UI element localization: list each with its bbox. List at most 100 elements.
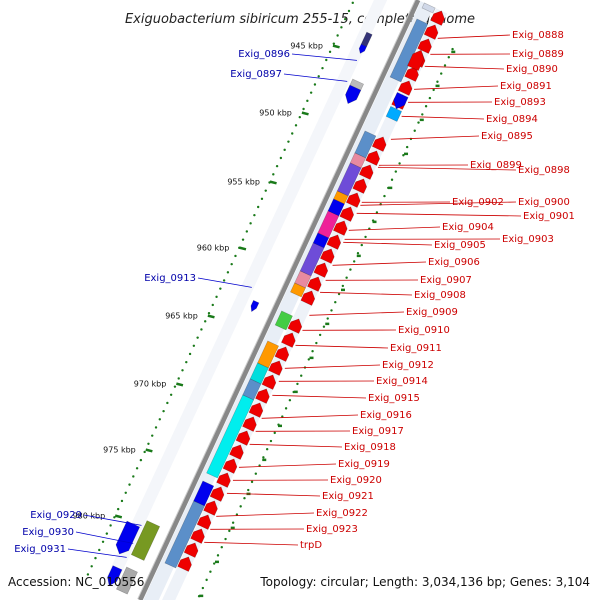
- reverse-gene-arrow: [115, 520, 141, 555]
- forward-gene-arrow: [261, 374, 277, 390]
- tick-dot: [219, 287, 222, 290]
- reverse-gene: [107, 565, 123, 587]
- outer-gene-body: [274, 310, 293, 331]
- tick-dot: [116, 507, 120, 511]
- accession-text: Accession: NC_010556: [8, 575, 144, 589]
- gene-lane: [103, 0, 388, 589]
- tick-dot: [211, 303, 214, 307]
- tick-dot: [351, 1, 354, 5]
- tick-dot: [332, 42, 336, 45]
- right-leader: [401, 115, 485, 120]
- tick-dot: [177, 377, 180, 380]
- tick-dot: [132, 475, 135, 478]
- tick-dot: [345, 276, 348, 279]
- tick-dot: [325, 58, 328, 62]
- major-tick: [332, 44, 340, 49]
- right-leader: [309, 311, 405, 316]
- forward-gene-arrow: [306, 276, 322, 292]
- right-gene-label: Exig_0911: [390, 343, 442, 354]
- forward-gene: [242, 416, 257, 432]
- major-tick: [176, 382, 184, 387]
- tick-dot: [300, 374, 303, 377]
- tick-dot: [311, 350, 314, 353]
- tick-label: 975 kbp: [103, 446, 136, 455]
- forward-gene-arrow: [216, 472, 231, 488]
- outer-gene-body: [164, 500, 205, 569]
- tick-dot: [109, 524, 112, 527]
- tick-dot: [424, 105, 428, 108]
- forward-gene: [313, 262, 329, 278]
- right-leader: [332, 261, 427, 266]
- outer-gene: [257, 340, 280, 369]
- forward-gene: [352, 178, 368, 194]
- tick-dot: [205, 578, 208, 582]
- tick-dot: [328, 50, 332, 54]
- tick-dot: [147, 442, 150, 446]
- tick-dot: [364, 235, 367, 239]
- tick-label: 970 kbp: [134, 380, 167, 389]
- left-gene-label: Exig_0897: [230, 69, 282, 80]
- tick-dot: [181, 369, 184, 372]
- right-leader: [424, 65, 505, 70]
- forward-gene-arrow: [352, 178, 368, 194]
- forward-gene-arrow: [248, 402, 264, 418]
- tick-dot: [269, 439, 273, 443]
- left-leader: [291, 53, 357, 61]
- tick-dot: [405, 145, 409, 149]
- reverse-block-body: [130, 520, 161, 561]
- right-gene-label: Exig_0891: [500, 81, 552, 92]
- forward-gene: [248, 402, 264, 418]
- right-gene-label: Exig_0906: [428, 257, 480, 268]
- tick-dot: [105, 532, 109, 535]
- tick-dot: [432, 88, 435, 92]
- tick-dot: [188, 352, 192, 356]
- reverse-block-body: [116, 566, 138, 595]
- tick-dot: [231, 521, 235, 524]
- forward-gene: [332, 220, 348, 236]
- tick-dot: [226, 271, 230, 274]
- outer-gene: [242, 378, 262, 401]
- tick-dot: [139, 458, 143, 462]
- tick-dot: [390, 178, 394, 181]
- tick-dot: [322, 325, 326, 328]
- forward-gene: [235, 430, 251, 446]
- tick-dot: [151, 434, 154, 437]
- right-gene-label: Exig_0893: [494, 97, 546, 108]
- genome-title: Exiguobacterium sibiricum 255-15, comple…: [125, 12, 475, 27]
- tick-dot: [321, 66, 324, 70]
- right-gene-label: Exig_0917: [352, 426, 404, 437]
- tick-dot: [200, 328, 203, 331]
- left-leader: [197, 277, 252, 288]
- tick-dot: [222, 279, 226, 282]
- forward-gene-arrow: [300, 290, 316, 306]
- tick-dot: [428, 96, 432, 100]
- tick-dot: [250, 480, 254, 484]
- gene-lanes: [103, 0, 448, 600]
- tick-dot: [204, 320, 207, 323]
- forward-gene-arrow: [358, 164, 374, 180]
- forward-gene-arrow: [268, 360, 283, 376]
- tick-dot: [284, 407, 288, 410]
- forward-gene: [358, 164, 374, 180]
- reverse-gene-arrow: [358, 43, 368, 54]
- outer-gene-body: [333, 190, 349, 205]
- tick-dot: [447, 56, 450, 59]
- forward-gene-arrow: [371, 136, 387, 152]
- tick-dot: [347, 9, 351, 13]
- tick-dot: [436, 80, 439, 83]
- tick-dot: [294, 124, 298, 127]
- forward-gene: [268, 360, 283, 376]
- reverse-gene: [115, 520, 141, 555]
- left-gene-label: Exig_0929: [30, 510, 82, 521]
- left-gene-label: Exig_0913: [144, 273, 196, 284]
- right-gene-label: Exig_0922: [316, 508, 368, 519]
- tick-dot: [260, 197, 264, 201]
- tick-dot: [417, 121, 420, 124]
- outer-gene: [385, 106, 403, 122]
- tick-dot: [334, 301, 337, 304]
- tick-dot: [86, 573, 90, 576]
- tick-dot: [336, 34, 339, 37]
- left-leader: [67, 548, 127, 558]
- reverse-gene-arrow: [250, 299, 260, 313]
